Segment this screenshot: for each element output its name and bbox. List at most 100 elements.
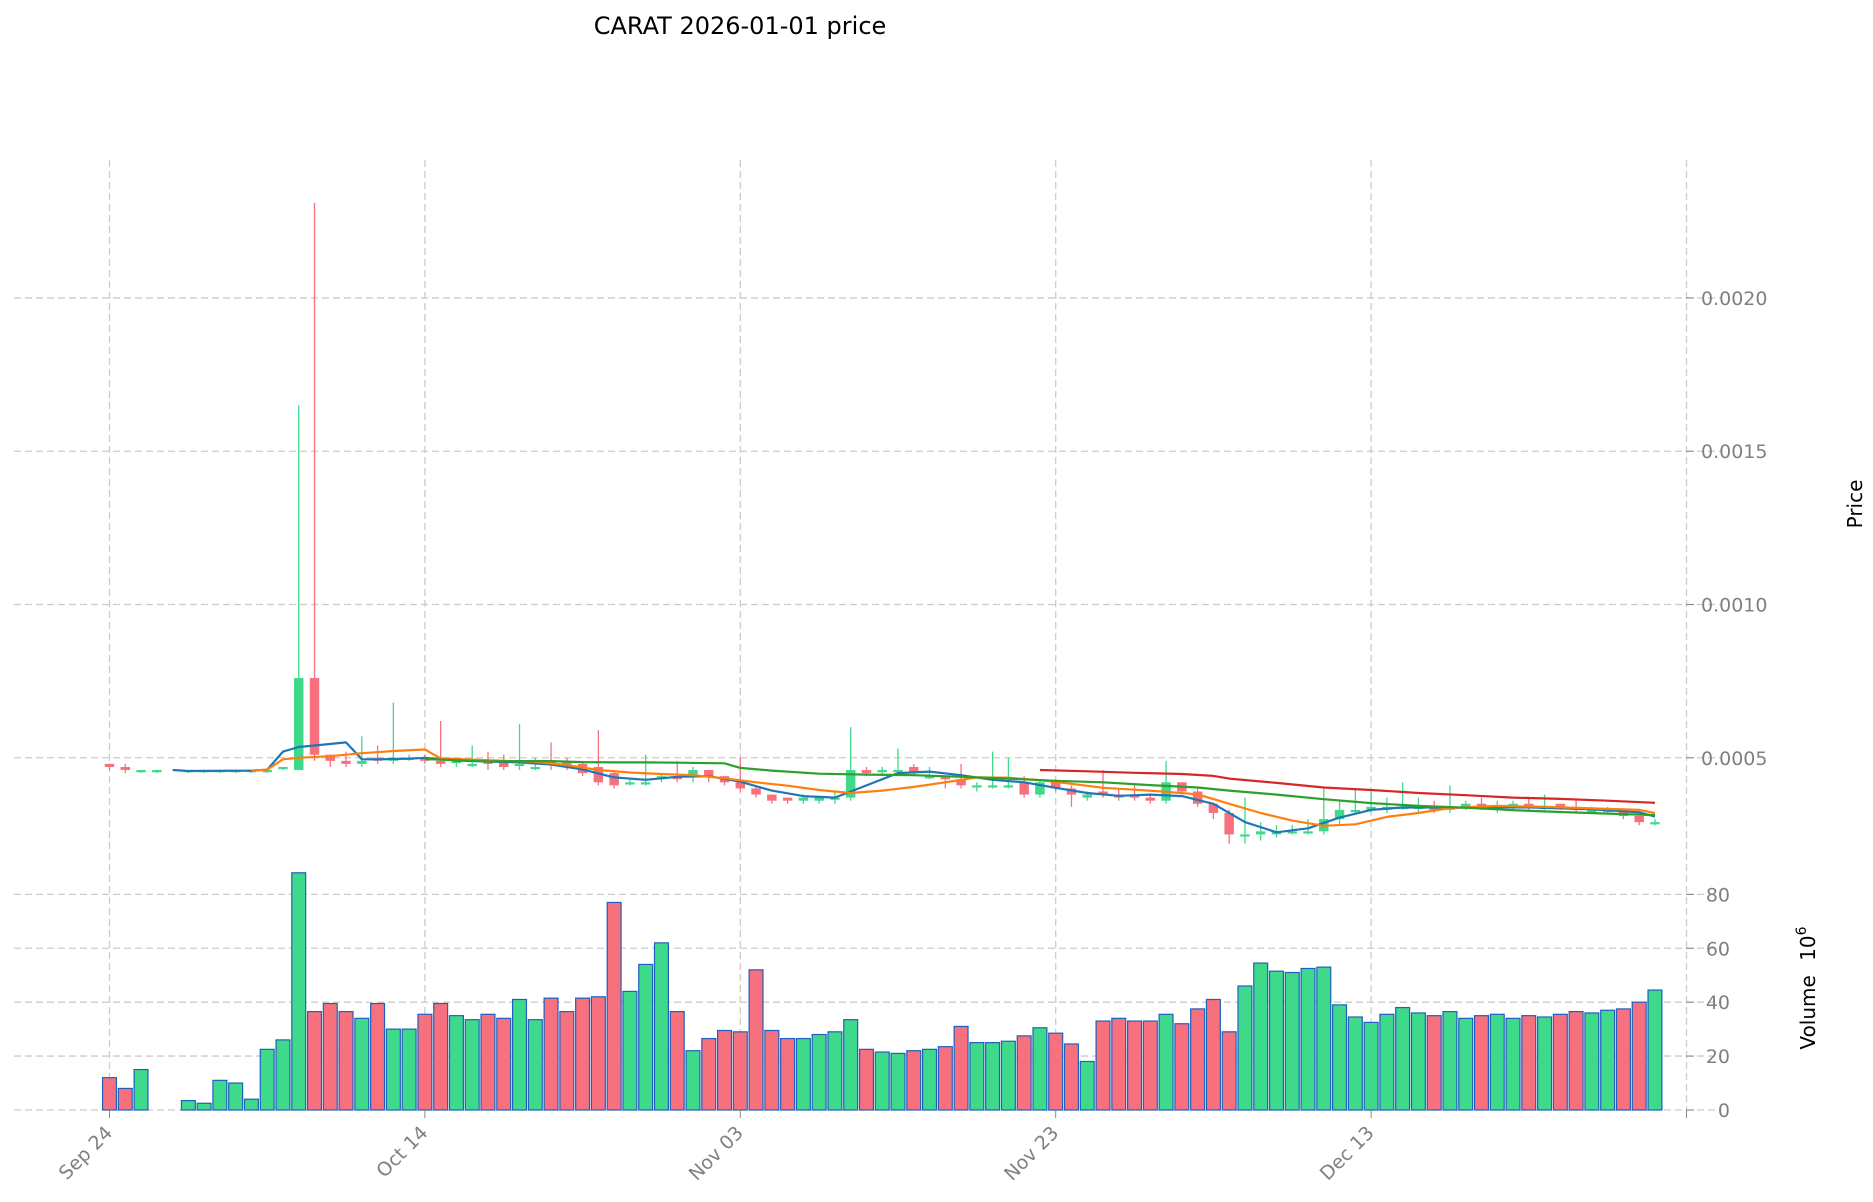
volume-bar bbox=[101, 1077, 118, 1111]
volume-bar bbox=[701, 1037, 717, 1111]
moving-average-line bbox=[1039, 768, 1656, 804]
candle-body bbox=[1287, 831, 1297, 834]
candle-body bbox=[704, 770, 714, 777]
date-gridlines bbox=[108, 160, 1688, 1110]
candle-body bbox=[530, 766, 541, 770]
candle-body bbox=[940, 776, 951, 780]
volume-bar bbox=[1584, 1012, 1600, 1111]
volume-bar bbox=[590, 996, 606, 1111]
candle-body bbox=[625, 782, 635, 785]
volume-bar bbox=[1253, 962, 1269, 1111]
volume-tick-label: 80 bbox=[1706, 884, 1730, 906]
volume-bar bbox=[1268, 970, 1285, 1111]
svg-text:Volume 106: Volume 106 bbox=[1794, 926, 1820, 1049]
candle-body bbox=[593, 766, 604, 783]
candle-body bbox=[357, 760, 367, 764]
volume-bar bbox=[1347, 1016, 1363, 1111]
candle-body bbox=[1350, 809, 1361, 813]
volume-bar bbox=[811, 1033, 827, 1111]
candle-body bbox=[688, 770, 698, 777]
price-tick-label: 0.0020 bbox=[1701, 288, 1767, 310]
volume-bar bbox=[716, 1029, 733, 1111]
volume-bar bbox=[1300, 967, 1316, 1111]
price-tick-label: 0.0015 bbox=[1701, 441, 1767, 463]
candle-body bbox=[845, 770, 856, 798]
volume-bar bbox=[858, 1048, 874, 1111]
volume-bar bbox=[1016, 1035, 1032, 1111]
candle-body bbox=[861, 770, 872, 774]
volume-bar bbox=[527, 1019, 543, 1111]
date-tick-label: Dec 13 bbox=[1316, 1122, 1379, 1185]
volume-bar bbox=[1473, 1015, 1490, 1111]
candle-body bbox=[325, 754, 336, 761]
volume-bar bbox=[685, 1050, 701, 1111]
candle-body bbox=[767, 794, 777, 801]
volume-axis-label-text: Volume bbox=[1796, 975, 1820, 1049]
moving-average-line bbox=[172, 741, 1656, 834]
candle-body bbox=[1255, 831, 1266, 835]
candle-body bbox=[1050, 782, 1061, 789]
candle-body bbox=[1224, 812, 1234, 835]
volume-bar bbox=[1174, 1023, 1190, 1111]
candle-body bbox=[909, 766, 919, 774]
volume-tick-label: 60 bbox=[1706, 938, 1730, 960]
volume-bar bbox=[1032, 1027, 1048, 1111]
volume-bar bbox=[338, 1011, 354, 1111]
volume-bar bbox=[1316, 966, 1332, 1111]
candle-body bbox=[798, 797, 809, 801]
volume-bar bbox=[780, 1037, 796, 1111]
volume-bar bbox=[1127, 1020, 1143, 1111]
volume-bar bbox=[1079, 1060, 1095, 1111]
volume-bar bbox=[1600, 1009, 1616, 1111]
volume-bars bbox=[101, 872, 1663, 1111]
volume-bar bbox=[496, 1017, 512, 1111]
volume-bar bbox=[638, 963, 654, 1111]
volume-bar bbox=[1537, 1016, 1553, 1111]
volume-bar bbox=[1237, 985, 1253, 1111]
candle-body bbox=[152, 770, 162, 773]
candle-body bbox=[751, 788, 761, 795]
volume-bar bbox=[212, 1079, 228, 1111]
candle-body bbox=[1192, 791, 1203, 804]
volume-bar bbox=[1363, 1021, 1379, 1111]
candle-body bbox=[1460, 803, 1471, 807]
candle-body bbox=[782, 797, 793, 801]
candle-body bbox=[309, 678, 320, 755]
volume-bar bbox=[385, 1028, 401, 1111]
volume-bar bbox=[1647, 989, 1663, 1111]
price-tick-label: 0.0010 bbox=[1701, 594, 1767, 616]
volume-bar bbox=[922, 1048, 938, 1111]
date-axis-ticks: Sep 24 Oct 14 Nov 03 Nov 23 Dec 13 bbox=[55, 1110, 1687, 1185]
candle-body bbox=[435, 760, 446, 764]
volume-bar bbox=[732, 1031, 748, 1111]
moving-average-lines bbox=[172, 741, 1656, 834]
candle-body bbox=[262, 770, 272, 773]
candle-body bbox=[640, 782, 651, 785]
volume-bar bbox=[322, 1002, 338, 1111]
candle-body bbox=[1334, 809, 1345, 820]
volume-bar bbox=[1489, 1013, 1505, 1111]
volume-axis-exponent-base: 10 bbox=[1796, 935, 1820, 960]
volume-bar bbox=[1615, 1008, 1631, 1111]
candle-body bbox=[562, 760, 572, 767]
candle-body bbox=[1019, 782, 1029, 795]
volume-axis-ticks: 0 20 40 60 80 bbox=[1686, 884, 1730, 1122]
volume-bar bbox=[306, 1011, 323, 1111]
candle-body bbox=[1476, 803, 1487, 807]
volume-bar bbox=[795, 1037, 811, 1111]
candle-body bbox=[1098, 791, 1108, 795]
volume-bar bbox=[874, 1051, 890, 1111]
candle-body bbox=[1082, 794, 1092, 798]
volume-bar bbox=[1379, 1013, 1395, 1111]
price-axis-label: Price bbox=[1843, 480, 1867, 529]
volume-bar bbox=[511, 998, 528, 1111]
volume-bar bbox=[1395, 1006, 1411, 1111]
moving-average-line bbox=[251, 748, 1656, 827]
price-tick-label: 0.0005 bbox=[1701, 748, 1767, 770]
volume-bar bbox=[1631, 1001, 1647, 1111]
date-tick-label: Oct 14 bbox=[372, 1122, 432, 1182]
candle-body bbox=[451, 760, 462, 764]
volume-bar bbox=[748, 969, 764, 1111]
candle-body bbox=[987, 785, 998, 788]
